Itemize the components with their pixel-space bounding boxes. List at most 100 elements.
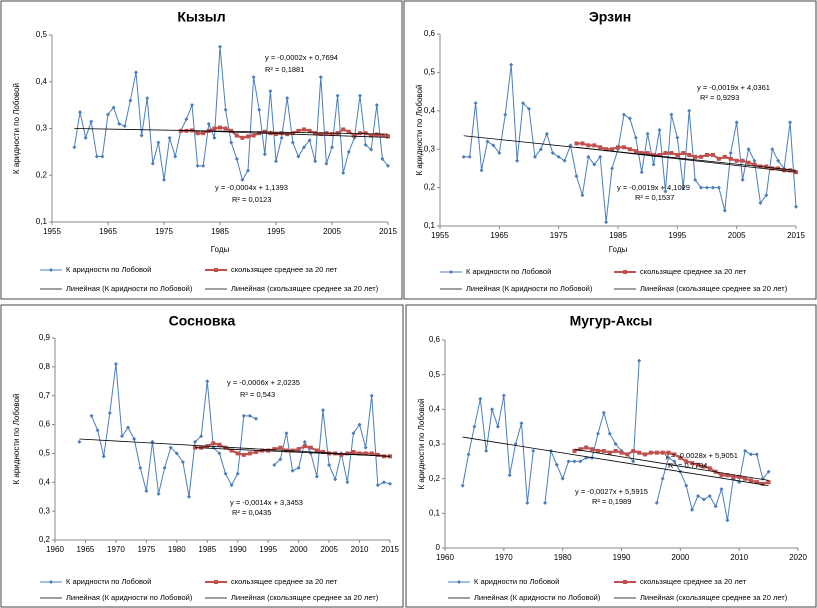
point-marker [229, 448, 234, 453]
point-marker [358, 131, 362, 136]
series-line [91, 363, 257, 497]
point-marker [296, 154, 301, 159]
point-marker [710, 152, 715, 157]
point-marker [572, 448, 577, 453]
point-marker [211, 441, 216, 446]
point-marker [77, 439, 82, 444]
y-tick-label: 0,2 [429, 474, 441, 483]
point-marker [648, 450, 653, 455]
y-tick-label: 0,5 [39, 449, 51, 458]
point-marker [145, 96, 150, 101]
point-marker [308, 445, 313, 450]
point-marker [339, 452, 344, 457]
x-tick-label: 2015 [379, 227, 397, 236]
point-marker [699, 185, 704, 190]
x-tick-label: 1955 [43, 227, 61, 236]
point-marker [725, 518, 730, 523]
y-tick-label: 0,4 [424, 106, 436, 115]
point-marker [212, 135, 217, 140]
point-marker [341, 127, 346, 132]
chart-title: Кызыл [177, 9, 225, 25]
point-marker [290, 131, 295, 136]
y-tick-label: 0,1 [429, 508, 441, 517]
y-tick-label: 0,9 [39, 333, 51, 342]
point-marker [369, 393, 374, 398]
y-axis-label: К аридности по Лобовой [12, 394, 21, 485]
point-marker [274, 159, 278, 164]
point-marker [722, 154, 727, 159]
point-marker [660, 476, 665, 481]
point-marker [613, 442, 618, 446]
point-marker [672, 459, 677, 464]
point-marker [363, 445, 368, 450]
legend-label: К аридности по Лобовой [466, 267, 551, 276]
point-marker [346, 149, 351, 154]
point-marker [120, 434, 124, 439]
point-marker [678, 455, 683, 460]
point-marker [472, 424, 477, 429]
point-marker [693, 154, 698, 159]
trend-line [574, 448, 769, 481]
y-axis-label: К аридности по Лобовой [415, 85, 424, 176]
point-marker [241, 452, 246, 457]
point-marker [627, 116, 632, 121]
point-marker [654, 450, 659, 455]
point-marker [788, 120, 793, 125]
point-marker [532, 154, 537, 159]
point-marker [460, 483, 465, 488]
point-marker [113, 361, 118, 366]
trend-equation: R² = 0,543 [240, 390, 275, 399]
point-marker [296, 465, 301, 470]
point-marker [223, 107, 228, 112]
trend-equation: y = -0,0002x + 0,7694 [265, 53, 338, 62]
point-marker [162, 177, 166, 182]
point-marker [625, 452, 630, 457]
point-marker [324, 161, 329, 166]
point-marker [604, 147, 609, 152]
point-marker [180, 460, 185, 465]
legend-label: скользящее среднее за 20 лет [640, 267, 747, 276]
x-tick-label: 2015 [381, 545, 399, 554]
legend-label: Линейная (К аридности по Лобовой) [66, 284, 193, 293]
point-marker [247, 413, 252, 418]
x-tick-label: 2005 [728, 231, 746, 240]
point-marker [531, 448, 536, 453]
point-marker [246, 134, 250, 139]
y-tick-label: 0,7 [39, 391, 51, 400]
point-marker [241, 413, 246, 418]
trend-equation: y = -0,0027x + 5,5915 [575, 487, 648, 496]
point-marker [357, 422, 362, 427]
point-marker [285, 96, 290, 101]
chart-title: Мугур-Аксы [570, 313, 653, 329]
point-marker [94, 154, 99, 159]
legend-label: скользящее среднее за 20 лет [231, 577, 338, 586]
point-marker [740, 158, 745, 163]
point-marker [681, 185, 686, 190]
point-marker [710, 185, 715, 190]
point-marker [754, 452, 759, 457]
point-marker [345, 451, 350, 456]
point-marker [335, 93, 340, 98]
trend-equation: R² = 0,0435 [232, 508, 271, 517]
point-marker [279, 131, 284, 136]
panel-border [0, 304, 404, 608]
point-marker [766, 469, 771, 474]
point-marker [669, 112, 674, 117]
point-marker [687, 108, 692, 113]
point-marker [199, 434, 204, 439]
point-marker [290, 468, 295, 473]
point-marker [167, 135, 172, 140]
point-marker [240, 135, 245, 140]
trend-equation: R² = 0,1537 [635, 193, 674, 202]
point-marker [229, 483, 234, 488]
chart-panel: Сосновка К аридности по Лобовой 0,2 0,3 0,4 0… [0, 304, 404, 608]
point-marker [212, 126, 217, 131]
trend-line [195, 447, 391, 457]
point-marker [307, 138, 312, 143]
point-marker [654, 500, 659, 505]
point-marker [770, 147, 775, 152]
point-marker [657, 128, 662, 132]
point-marker [333, 477, 338, 482]
point-marker [734, 120, 739, 125]
point-marker [363, 131, 368, 136]
